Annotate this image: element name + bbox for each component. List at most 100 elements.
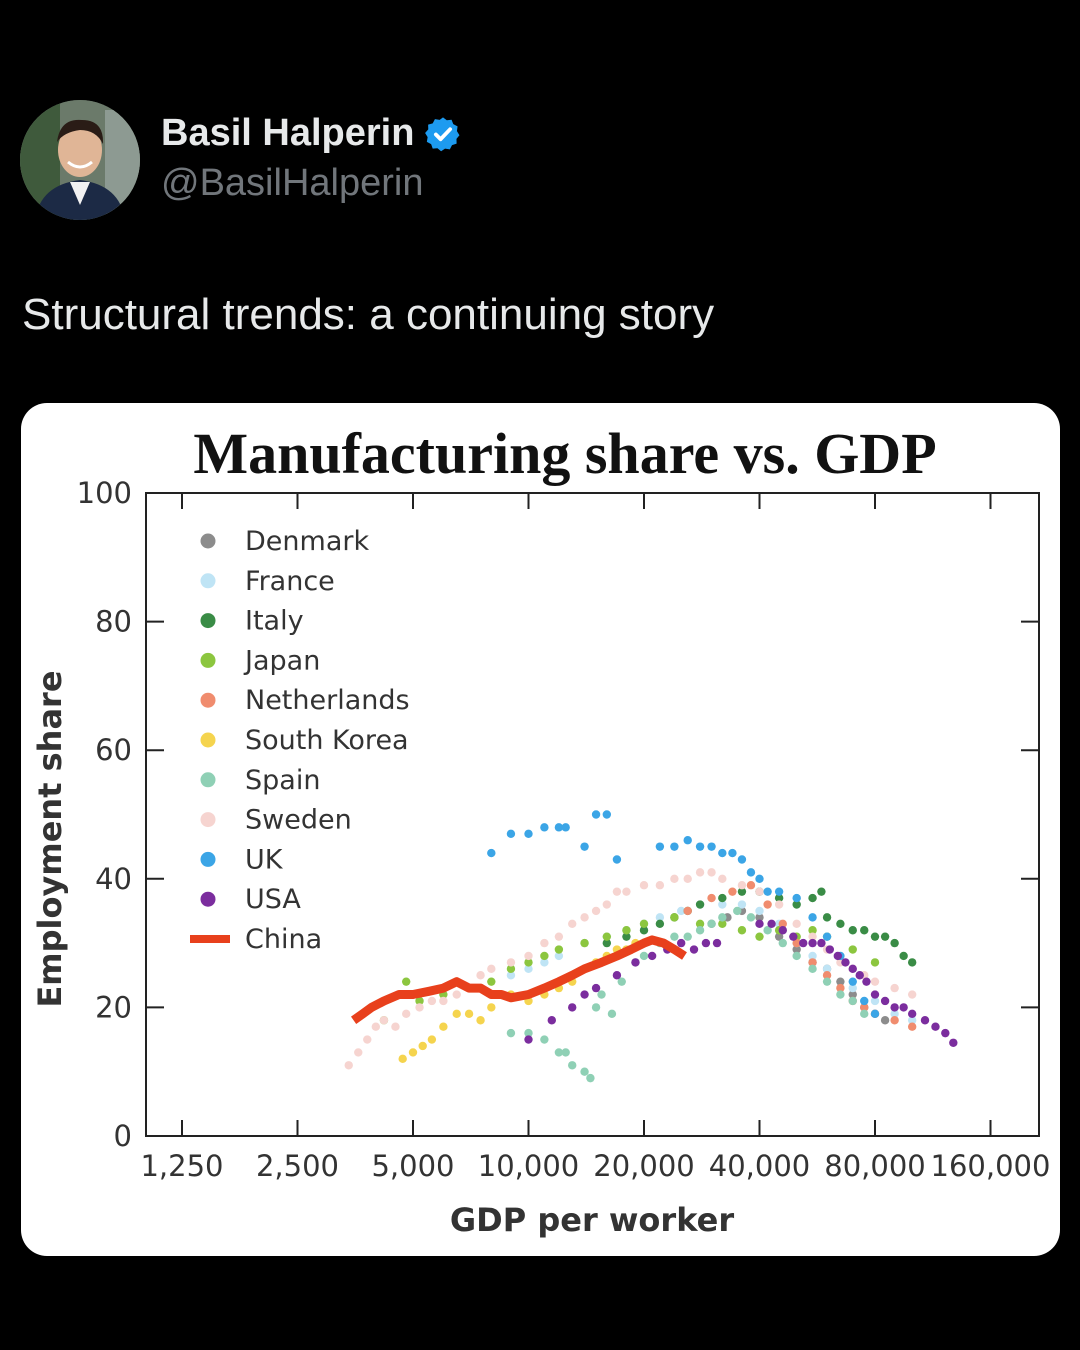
data-point (792, 945, 801, 954)
data-point (737, 881, 747, 890)
legend-label: South Korea (245, 725, 409, 756)
data-point (860, 1003, 869, 1012)
data-point (774, 893, 784, 903)
data-point (707, 842, 716, 851)
data-point (607, 1009, 617, 1019)
data-point (836, 977, 845, 986)
data-point (439, 996, 448, 1006)
data-point (401, 1009, 411, 1019)
data-point (763, 887, 772, 896)
data-point (524, 958, 533, 967)
data-point (799, 938, 808, 948)
data-point (792, 938, 801, 948)
data-point (540, 951, 549, 961)
x-tick-label: 2,500 (256, 1149, 339, 1183)
data-point (398, 1054, 407, 1064)
data-point (568, 1003, 577, 1012)
data-point (344, 1061, 353, 1070)
series-usa (524, 919, 958, 1047)
data-point (737, 887, 747, 896)
data-point (755, 887, 764, 896)
data-point (848, 977, 857, 986)
series-spain (506, 906, 869, 1083)
legend-label: Spain (245, 765, 320, 796)
data-point (907, 990, 917, 999)
data-point (580, 1067, 589, 1076)
data-point (890, 1003, 899, 1012)
data-point (540, 958, 549, 967)
data-point (707, 868, 716, 877)
data-point (778, 938, 787, 948)
data-point (755, 874, 764, 883)
data-point (822, 971, 832, 980)
data-point (476, 971, 485, 980)
x-tick-label: 160,000 (931, 1149, 1051, 1183)
data-point (670, 874, 679, 883)
data-point (391, 1022, 400, 1031)
chart-title: Manufacturing share vs. GDP (193, 421, 936, 486)
data-point (728, 887, 737, 896)
data-point (755, 932, 764, 941)
data-point (718, 893, 727, 903)
data-point (506, 1028, 516, 1038)
data-point (712, 938, 722, 948)
data-point (580, 842, 589, 851)
legend-swatch (200, 772, 216, 788)
data-point (540, 1035, 549, 1044)
author-name-row[interactable]: Basil Halperin (161, 112, 462, 155)
legend-swatch (200, 692, 216, 708)
data-point (524, 1035, 533, 1044)
data-point (612, 887, 622, 896)
data-point (808, 951, 817, 961)
data-point (591, 906, 601, 916)
data-point (870, 958, 880, 967)
data-point (941, 1028, 950, 1038)
data-point (774, 900, 784, 909)
data-point (506, 958, 516, 967)
data-point (487, 964, 496, 974)
data-point (836, 983, 845, 993)
author-name[interactable]: Basil Halperin (161, 112, 415, 154)
data-point (506, 829, 516, 838)
data-point (476, 1016, 485, 1025)
data-point (554, 1048, 564, 1057)
data-point (774, 887, 784, 896)
legend-swatch (200, 533, 216, 549)
data-point (836, 990, 845, 999)
data-point (622, 932, 631, 941)
data-point (746, 881, 756, 890)
data-point (524, 1028, 533, 1038)
data-point (639, 919, 649, 929)
data-point (789, 932, 798, 941)
data-point (707, 919, 716, 929)
author-handle[interactable]: @BasilHalperin (161, 162, 424, 204)
data-point (506, 964, 516, 974)
data-point (487, 977, 496, 986)
data-point (701, 938, 711, 948)
data-point (763, 926, 772, 935)
data-point (825, 945, 835, 954)
data-point (822, 913, 832, 922)
data-point (695, 868, 705, 877)
data-point (848, 964, 857, 974)
legend-swatch (200, 812, 216, 828)
data-point (907, 1016, 917, 1025)
avatar[interactable] (20, 100, 140, 220)
data-point (561, 1048, 570, 1057)
data-point (695, 900, 705, 909)
data-point (670, 932, 679, 941)
data-point (427, 1035, 437, 1044)
data-point (920, 1016, 930, 1025)
data-point (670, 842, 679, 851)
data-point (452, 1009, 461, 1019)
data-point (763, 900, 772, 909)
data-point (670, 913, 679, 922)
data-point (547, 1016, 556, 1025)
data-point (647, 951, 657, 961)
data-point (655, 919, 665, 929)
data-point (836, 919, 845, 929)
data-point (408, 1048, 418, 1057)
tweet-media[interactable]: Manufacturing share vs. GDP 1,250 2,500 5,… (21, 403, 1060, 1256)
data-point (890, 1016, 899, 1025)
y-tick-label: 0 (114, 1119, 132, 1153)
